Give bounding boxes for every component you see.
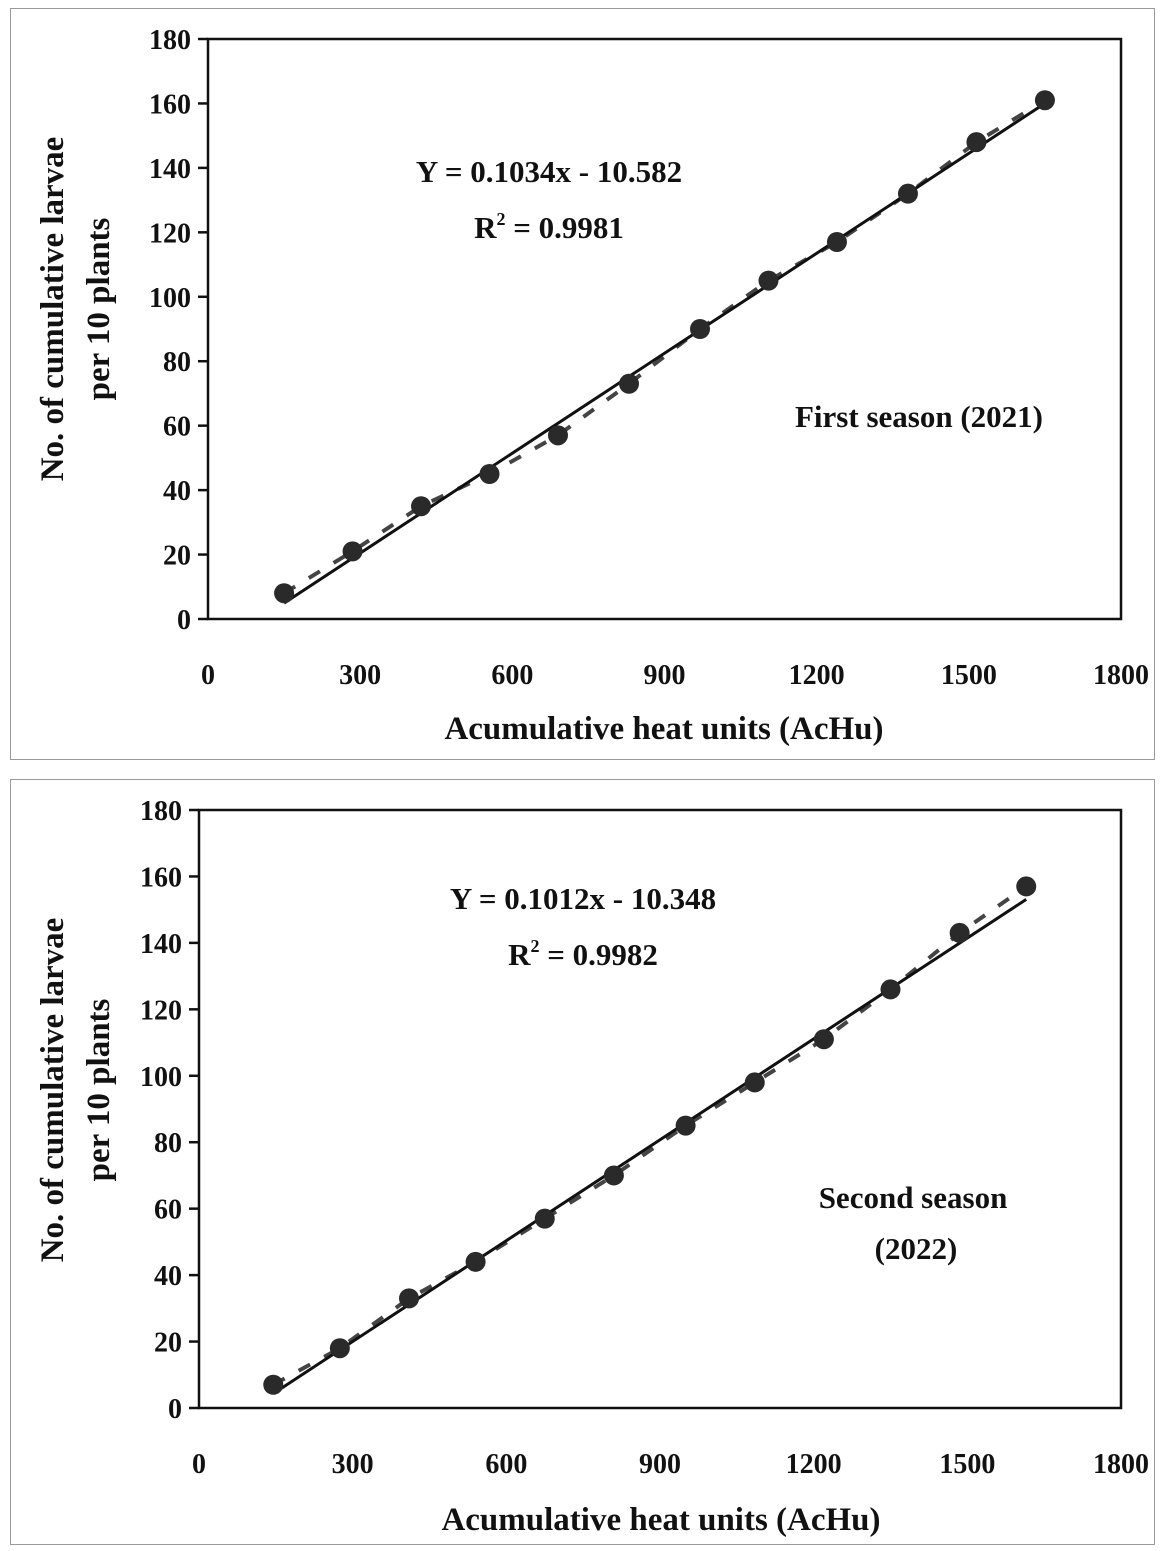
r-squared-label: R2 = 0.9982 — [508, 936, 658, 972]
y-tick-label: 100 — [140, 1062, 182, 1093]
x-tick-label: 0 — [201, 660, 215, 691]
plot-area-frame — [197, 808, 1123, 1410]
x-tick-label: 1800 — [1093, 1449, 1149, 1480]
y-axis-title-line1: No. of cumulative larvae — [35, 918, 71, 1263]
y-axis-title-line2: per 10 plants — [81, 998, 117, 1181]
y-tick-label: 60 — [154, 1195, 182, 1226]
x-tick-label: 0 — [192, 1449, 206, 1480]
data-point — [274, 583, 295, 604]
data-point — [479, 464, 500, 484]
data-point — [465, 1251, 486, 1272]
data-point — [813, 1029, 834, 1050]
x-tick-label: 1200 — [786, 1449, 842, 1480]
data-point — [618, 373, 639, 394]
y-tick-label: 60 — [163, 412, 191, 443]
data-point — [880, 979, 901, 1000]
y-tick-label: 100 — [149, 283, 191, 314]
y-tick-label: 120 — [149, 218, 191, 249]
data-point — [547, 425, 568, 446]
data-point — [342, 541, 363, 562]
x-tick-label: 900 — [644, 660, 686, 691]
chart-panel-second-season: Acumulative heat units (AcHu) No. of cum… — [10, 779, 1155, 1545]
data-point — [603, 1165, 624, 1186]
data-point — [411, 496, 432, 517]
x-tick-label: 600 — [485, 1449, 527, 1480]
y-tick-label: 20 — [154, 1328, 182, 1359]
data-point — [1016, 876, 1037, 897]
data-point — [534, 1208, 555, 1229]
trend-line — [272, 898, 1028, 1395]
data-point — [744, 1072, 765, 1093]
y-tick-label: 40 — [163, 476, 191, 507]
y-tick-label: 120 — [140, 995, 182, 1026]
y-tick-label: 180 — [140, 796, 182, 827]
regression-equation: Y = 0.1012x - 10.348 — [450, 881, 716, 916]
x-tick-label: 1500 — [941, 660, 997, 691]
y-tick-label: 180 — [149, 25, 191, 56]
data-point — [263, 1374, 284, 1395]
x-tick-label: 900 — [639, 1449, 681, 1480]
y-tick-label: 20 — [163, 541, 191, 572]
data-point — [1034, 90, 1055, 111]
r-squared-value: = 0.9981 — [505, 210, 623, 245]
season-label-line2: (2022) — [875, 1231, 958, 1266]
r-squared-value: = 0.9982 — [539, 937, 657, 972]
y-axis-title-line1: No. of cumulative larvae — [35, 137, 71, 482]
x-tick-label: 300 — [339, 660, 381, 691]
r-squared-label: R2 = 0.9981 — [474, 209, 624, 245]
x-tick-label: 1500 — [939, 1449, 995, 1480]
plot-area-frame — [206, 37, 1123, 621]
y-tick-label: 160 — [149, 89, 191, 120]
x-tick-label: 600 — [491, 660, 533, 691]
x-tick-label: 1800 — [1093, 660, 1149, 691]
y-tick-label: 140 — [140, 929, 182, 960]
chart-second-season: Acumulative heat units (AcHu) No. of cum… — [35, 796, 1149, 1538]
data-point — [949, 922, 970, 943]
data-point — [329, 1338, 350, 1359]
data-point — [758, 270, 779, 291]
x-axis-title: Acumulative heat units (AcHu) — [444, 711, 883, 747]
x-axis-title: Acumulative heat units (AcHu) — [441, 1502, 880, 1538]
data-point — [690, 319, 711, 339]
y-tick-label: 0 — [168, 1394, 182, 1425]
season-label: First season (2021) — [795, 399, 1043, 434]
trend-line — [283, 102, 1046, 605]
y-tick-label: 80 — [154, 1128, 182, 1159]
x-tick-label: 1200 — [789, 660, 845, 691]
data-point — [399, 1288, 420, 1309]
chart-panel-first-season: Acumulative heat units (AcHu) No. of cum… — [10, 8, 1155, 760]
y-axis-title-line2: per 10 plants — [81, 217, 117, 400]
x-tick-label: 300 — [332, 1449, 374, 1480]
data-point — [675, 1115, 696, 1136]
season-label-line1: Second season — [819, 1180, 1008, 1215]
data-point — [897, 183, 918, 204]
regression-equation: Y = 0.1034x - 10.582 — [416, 154, 682, 189]
observed-dashed-line — [272, 884, 1028, 1387]
y-tick-label: 160 — [140, 862, 182, 893]
chart-first-season: Acumulative heat units (AcHu) No. of cum… — [35, 25, 1149, 747]
y-tick-label: 140 — [149, 154, 191, 185]
data-point — [966, 132, 987, 153]
y-tick-label: 80 — [163, 347, 191, 378]
y-tick-label: 40 — [154, 1261, 182, 1292]
y-tick-label: 0 — [177, 605, 191, 636]
data-point — [826, 232, 847, 252]
